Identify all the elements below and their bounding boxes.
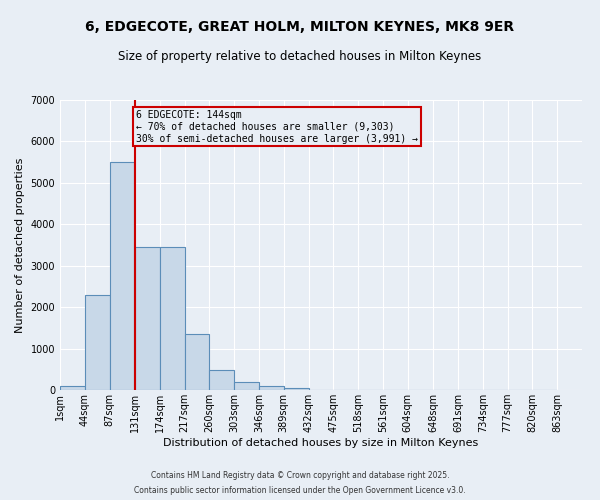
Bar [259, 386, 284, 390]
Text: 6 EDGECOTE: 144sqm
← 70% of detached houses are smaller (9,303)
30% of semi-deta: 6 EDGECOTE: 144sqm ← 70% of detached hou… [136, 110, 418, 144]
Bar [110, 162, 134, 390]
Bar [185, 334, 209, 390]
X-axis label: Distribution of detached houses by size in Milton Keynes: Distribution of detached houses by size … [163, 438, 479, 448]
Bar [60, 386, 85, 390]
Bar [284, 388, 308, 390]
Text: 6, EDGECOTE, GREAT HOLM, MILTON KEYNES, MK8 9ER: 6, EDGECOTE, GREAT HOLM, MILTON KEYNES, … [85, 20, 515, 34]
Bar [234, 382, 259, 390]
Text: Contains HM Land Registry data © Crown copyright and database right 2025.: Contains HM Land Registry data © Crown c… [151, 471, 449, 480]
Bar [209, 370, 234, 390]
Y-axis label: Number of detached properties: Number of detached properties [15, 158, 25, 332]
Bar [160, 247, 185, 390]
Text: Size of property relative to detached houses in Milton Keynes: Size of property relative to detached ho… [118, 50, 482, 63]
Bar [135, 247, 160, 390]
Text: Contains public sector information licensed under the Open Government Licence v3: Contains public sector information licen… [134, 486, 466, 495]
Bar [85, 294, 110, 390]
